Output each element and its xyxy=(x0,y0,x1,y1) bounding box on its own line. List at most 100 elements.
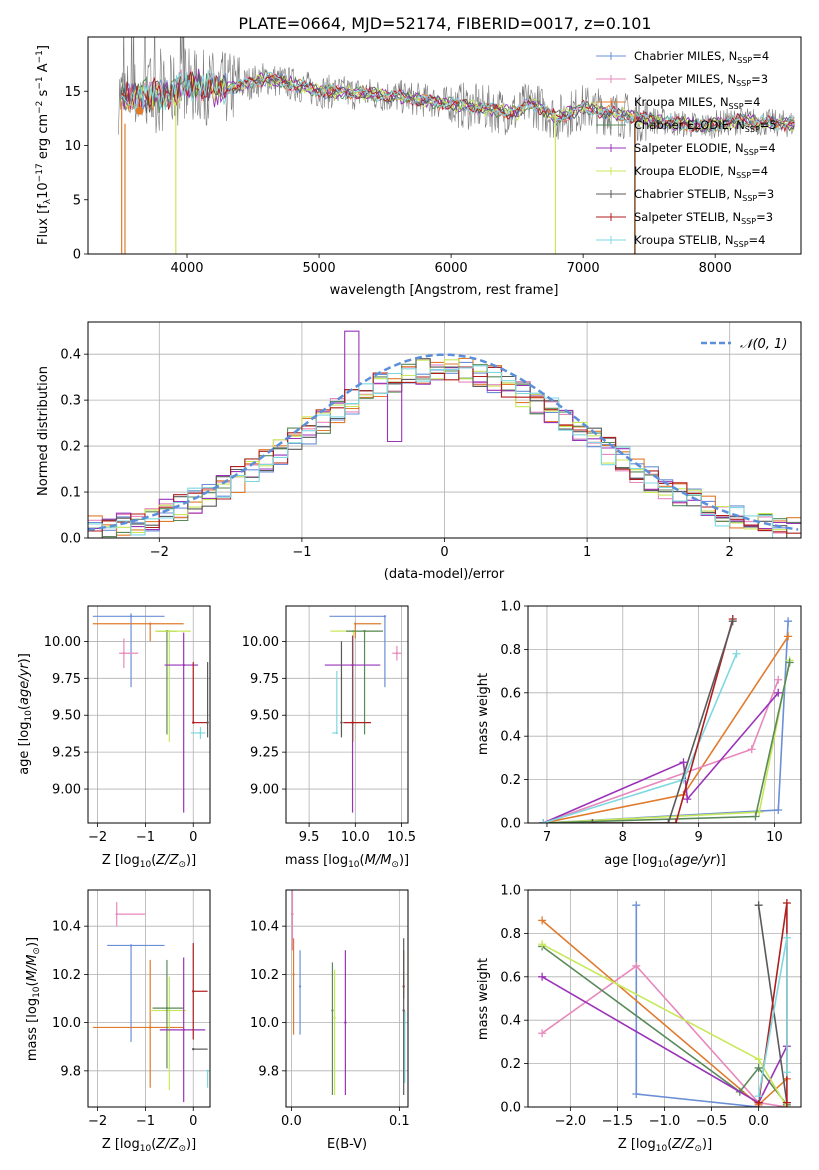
mwAge-ylabel: mass weight xyxy=(476,673,491,755)
data-point xyxy=(129,615,133,618)
massweight-line xyxy=(592,618,734,823)
massweight-marker xyxy=(784,632,793,641)
xtick-label: 0 xyxy=(189,830,197,845)
massweight-line xyxy=(592,620,734,823)
ytick-label: 0.0 xyxy=(60,532,81,547)
ytick-label: 9.25 xyxy=(250,746,279,761)
age-vs-mass-panel: 9.5 10.0 10.5 9.00 9.25 9.50 9.75 10.00 xyxy=(242,605,416,845)
legend-label-part: Chabrier MILES, N xyxy=(634,49,737,63)
legend-label-part: Chabrier ELODIE, N xyxy=(634,118,745,132)
mass-vs-Z-panel: −2 −1 0 9.8 10.0 10.2 10.4 xyxy=(52,889,211,1129)
ytick-label: 10.0 xyxy=(250,1016,279,1031)
xtick-label: −2 xyxy=(88,1114,107,1129)
xtick-label: 10.0 xyxy=(341,830,370,845)
ytick-label: 10.4 xyxy=(52,920,81,935)
ytick-label: 0.2 xyxy=(60,440,81,455)
legend-label-part: Salpeter ELODIE, N xyxy=(634,141,744,155)
ytick-label: 9.50 xyxy=(52,709,81,724)
xtick-label: 9 xyxy=(694,830,702,845)
legend-label-part: Salpeter STELIB, N xyxy=(634,210,741,224)
legend-label-part: Kroupa STELIB, N xyxy=(634,233,734,247)
data-point xyxy=(298,985,302,988)
data-point xyxy=(363,629,366,633)
ytick-label: 0.6 xyxy=(500,686,521,701)
massweight-marker xyxy=(632,1089,641,1098)
xtick-label: 4000 xyxy=(170,261,203,276)
ytick-label: 9.25 xyxy=(52,746,81,761)
massweight-line xyxy=(541,945,788,1106)
ytick-label: 10.00 xyxy=(242,635,279,650)
xtick-label: 0.0 xyxy=(748,1114,769,1129)
spectrum-model-line xyxy=(120,70,795,132)
legend-label: Salpeter ELODIE, NSSP=4 xyxy=(634,141,776,157)
legend-label-part: =5 xyxy=(760,118,777,132)
massweight-line xyxy=(543,635,789,823)
legend-label-sub: SSP xyxy=(734,240,749,249)
legend-label-sub: SSP xyxy=(736,79,751,88)
data-point xyxy=(351,663,354,667)
ageZ-xlabel: Z [log10(Z/Z⊙)] xyxy=(102,853,196,870)
axes-frame xyxy=(87,605,211,824)
data-point xyxy=(395,652,399,655)
xtick-label: −1 xyxy=(292,545,311,560)
xtick-label: 10 xyxy=(766,830,783,845)
massweight-marker xyxy=(782,1098,791,1107)
plot-area xyxy=(92,902,209,1103)
mwZ-xlabel: Z [log10(Z/Z⊙)] xyxy=(618,1137,712,1154)
massweight-marker xyxy=(539,819,548,823)
gaussian-curve xyxy=(88,353,799,532)
massweight-marker xyxy=(782,899,791,908)
massweight-vs-Z-panel: −2.0 −1.5 −1.0 −0.5 0.0 0.0 0.2 0.4 0.6 0.8 1.0 xyxy=(500,884,802,1129)
massweight-marker xyxy=(683,795,692,804)
massweight-marker xyxy=(754,1092,763,1101)
ytick-label: 0.8 xyxy=(500,643,521,658)
massweight-line xyxy=(543,621,789,823)
xtick-label: 2 xyxy=(726,545,734,560)
ytick-label: 10 xyxy=(64,139,81,154)
data-point xyxy=(335,731,339,735)
massweight-marker xyxy=(664,819,673,823)
legend-label: Chabrier MILES, NSSP=4 xyxy=(634,49,769,65)
legend-label: Chabrier ELODIE, NSSP=5 xyxy=(634,118,777,134)
ytick-label: 15 xyxy=(64,85,81,100)
massweight-marker xyxy=(774,675,783,684)
plot-area xyxy=(539,615,794,823)
legend-label: Kroupa MILES, NSSP=4 xyxy=(634,95,760,111)
massweight-vs-age-panel: 7 8 9 10 0.0 0.2 0.4 0.6 0.8 1.0 xyxy=(500,600,802,845)
ytick-label: 10.00 xyxy=(44,635,81,650)
data-point xyxy=(344,1021,347,1024)
data-point xyxy=(292,973,295,976)
residuals-legend: 𝒩(0, 1) xyxy=(701,337,787,352)
ageM-xlabel: mass [log10(M/M⊙)] xyxy=(285,853,409,870)
xtick-label: 7 xyxy=(543,830,551,845)
data-point xyxy=(354,622,357,625)
ytick-label: 0.2 xyxy=(500,1057,521,1072)
massZ-xlabel: Z [log10(Z/Z⊙)] xyxy=(102,1137,196,1154)
axes-frame xyxy=(87,36,802,255)
legend-label-part: =4 xyxy=(751,164,768,178)
legend-label: Chabrier STELIB, NSSP=3 xyxy=(634,187,774,203)
axes-frame xyxy=(285,605,409,824)
xtick-label: 0.1 xyxy=(389,1114,410,1129)
ytick-label: 1.0 xyxy=(500,884,521,899)
ytick-label: 9.8 xyxy=(258,1064,279,1079)
xtick-label: 0 xyxy=(189,1114,197,1129)
spectrum-model-line xyxy=(120,71,795,133)
ytick-label: 0.6 xyxy=(500,970,521,985)
data-point xyxy=(331,1009,334,1012)
residuals-ylabel: Normed distribution xyxy=(36,366,51,496)
legend-label-part: Kroupa ELODIE, N xyxy=(634,164,736,178)
data-point xyxy=(129,944,133,947)
spectrum-panel: 4000 5000 6000 7000 8000 0 5 10 15 xyxy=(64,36,802,276)
data-point xyxy=(402,1009,405,1012)
ytick-label: 9.00 xyxy=(250,783,279,798)
plot-area xyxy=(291,890,406,1095)
xtick-label: −1 xyxy=(136,830,155,845)
ytick-label: 0.4 xyxy=(60,348,81,363)
ytick-label: 0.8 xyxy=(500,927,521,942)
massweight-marker xyxy=(784,617,793,626)
mwAge-xlabel: age [log10(age/yr)] xyxy=(604,853,726,870)
data-point xyxy=(165,1006,169,1010)
massweight-marker xyxy=(538,916,547,925)
